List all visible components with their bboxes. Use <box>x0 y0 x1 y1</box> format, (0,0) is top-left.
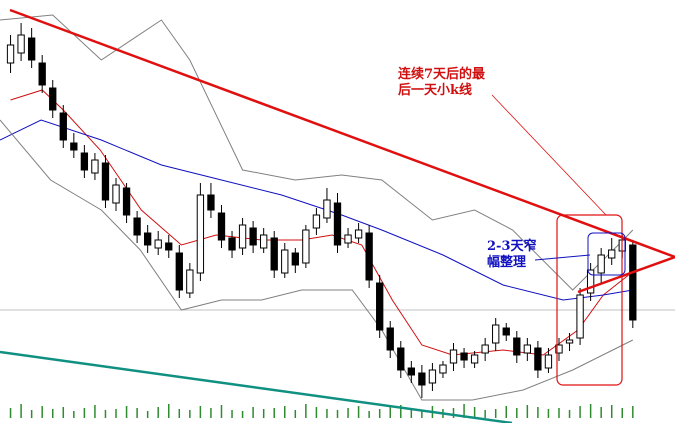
candle-body <box>122 187 131 216</box>
candle-body <box>502 327 510 336</box>
annotation-text: 2-3天窄 <box>487 238 537 254</box>
candle-body <box>133 217 141 236</box>
candle-body <box>91 159 99 174</box>
candle-body <box>112 184 120 204</box>
candle-body <box>608 249 616 259</box>
candle-body <box>629 244 637 321</box>
candle-body <box>291 252 299 266</box>
candle-body <box>260 234 268 249</box>
candle-body <box>586 269 595 294</box>
candle-body <box>27 37 36 61</box>
candle-body <box>6 44 15 64</box>
candle-body <box>249 227 257 246</box>
candle-body <box>270 237 278 271</box>
indicator-line <box>0 14 634 291</box>
candle-body <box>513 337 521 356</box>
candle-body <box>228 237 236 251</box>
candle-body <box>196 194 205 274</box>
candle-body <box>354 229 363 239</box>
candle-body <box>49 87 57 111</box>
candle-body <box>428 369 437 384</box>
candle-body <box>238 224 247 249</box>
candle-body <box>365 232 373 281</box>
highlight-box <box>556 214 623 386</box>
candle-body <box>418 372 426 386</box>
consolidation-box <box>587 232 626 276</box>
candle-body <box>323 199 331 219</box>
callout-line <box>491 94 607 216</box>
candle-body <box>186 269 194 294</box>
indicator-line <box>0 119 634 401</box>
candle-body <box>207 194 215 211</box>
support-line <box>0 350 513 423</box>
candle-body <box>59 112 67 141</box>
candle-body <box>143 232 152 246</box>
candle-body <box>333 202 342 246</box>
candle-body <box>460 352 468 361</box>
candle-body <box>312 214 321 229</box>
candle-body <box>80 152 89 171</box>
candle-body <box>101 162 110 201</box>
callout-line <box>534 254 591 261</box>
annotation-text: 连续7天后的最 <box>398 66 486 82</box>
indicator-line <box>0 119 633 301</box>
candle-body <box>597 254 605 274</box>
candle-body <box>397 347 405 371</box>
candle-body <box>70 142 78 151</box>
candle-body <box>281 249 289 274</box>
candle-body <box>523 344 532 354</box>
indicator-line <box>10 89 629 356</box>
candle-body <box>376 282 384 331</box>
candle-body <box>17 34 25 54</box>
annotation-text: 幅整理 <box>487 254 526 270</box>
candle-body <box>175 252 183 291</box>
candle-body <box>165 242 173 251</box>
candle-body <box>407 367 415 376</box>
candle-body <box>470 354 479 364</box>
candle-body <box>439 364 447 374</box>
candle-body <box>449 349 458 364</box>
trend-line-lower <box>577 255 675 294</box>
candle-body <box>38 62 46 86</box>
candle-body <box>302 229 310 264</box>
candle-body <box>565 339 574 344</box>
trend-line-upper <box>9 8 675 259</box>
candle-body <box>344 234 352 244</box>
candle-body <box>544 354 553 369</box>
candle-body <box>492 324 500 344</box>
candle-body <box>534 347 542 371</box>
candle-body <box>481 344 489 354</box>
candle-body <box>154 239 162 249</box>
candle-body <box>217 212 226 241</box>
candle-body <box>386 327 394 351</box>
annotation-text: 后一天小k线 <box>398 82 472 98</box>
candle-body <box>555 344 563 354</box>
candle-body <box>576 294 584 339</box>
